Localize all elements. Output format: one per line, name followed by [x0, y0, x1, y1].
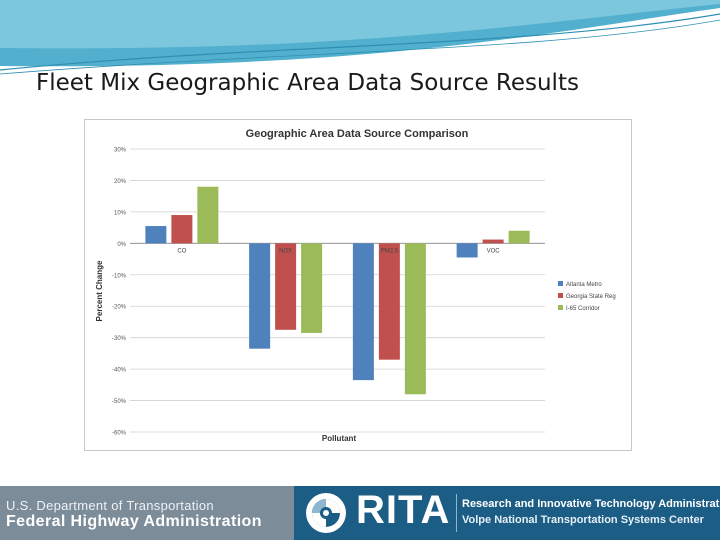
category-label: PM2.5: [381, 248, 399, 254]
bar: [301, 243, 323, 333]
y-tick-label: 0%: [117, 242, 126, 248]
legend-label: Atlanta Metro: [566, 282, 602, 288]
bar: [378, 243, 400, 360]
chart-legend: Atlanta Metro Georgia State Reg I-65 Corri…: [558, 281, 616, 312]
legend-swatch: [558, 293, 563, 298]
rita-full-name: Research and Innovative Technology Admin…: [462, 498, 720, 510]
volpe-name: Volpe National Transportation Systems Ce…: [462, 514, 704, 526]
y-tick-label: 20%: [114, 179, 127, 185]
bar: [145, 226, 167, 244]
y-tick-label: -60%: [112, 431, 127, 437]
y-tick-label: -20%: [112, 305, 127, 311]
bar: [352, 243, 374, 381]
chart-frame: 30% 20% 10% 0% -10% -20% -30% -40% -50% -60% CO NOX…: [84, 119, 632, 451]
rita-logo-icon: [306, 493, 346, 533]
rita-panel: RITA Research and Innovative Technology …: [294, 486, 720, 540]
bar-chart: 30% 20% 10% 0% -10% -20% -30% -40% -50% -60% CO NOX…: [95, 128, 616, 443]
footer-banner: U.S. Department of Transportation Federa…: [0, 486, 720, 540]
chart-title: Geographic Area Data Source Comparison: [246, 128, 469, 140]
bar: [456, 243, 478, 258]
bar: [171, 215, 193, 244]
y-tick-label: -40%: [112, 368, 127, 374]
fhwa-panel: U.S. Department of Transportation Federa…: [0, 486, 294, 540]
legend-label: Georgia State Reg: [566, 294, 616, 300]
category-label: CO: [177, 248, 186, 254]
fhwa-name: Federal Highway Administration: [6, 513, 262, 530]
header-swoosh: [0, 0, 720, 75]
bar: [249, 243, 271, 349]
y-tick-label: -10%: [112, 273, 127, 279]
dot-name: U.S. Department of Transportation: [6, 498, 214, 513]
rita-divider: [456, 494, 457, 532]
y-tick-label: 10%: [114, 210, 127, 216]
bar: [508, 230, 530, 244]
legend-swatch: [558, 305, 563, 310]
legend-label: I-65 Corridor: [566, 306, 600, 312]
bar: [197, 186, 219, 244]
x-axis-title: Pollutant: [322, 434, 357, 443]
legend-swatch: [558, 281, 563, 286]
slide-title: Fleet Mix Geographic Area Data Source Re…: [36, 70, 579, 96]
rita-wordmark: RITA: [356, 488, 451, 532]
bar: [482, 239, 504, 244]
bar: [275, 243, 297, 330]
category-label: NOX: [279, 248, 292, 254]
y-axis-title: Percent Change: [95, 260, 104, 321]
category-label: VOC: [487, 248, 501, 254]
bar: [404, 243, 426, 395]
y-tick-label: 30%: [114, 148, 127, 154]
y-tick-label: -30%: [112, 336, 127, 342]
y-tick-label: -50%: [112, 399, 127, 405]
